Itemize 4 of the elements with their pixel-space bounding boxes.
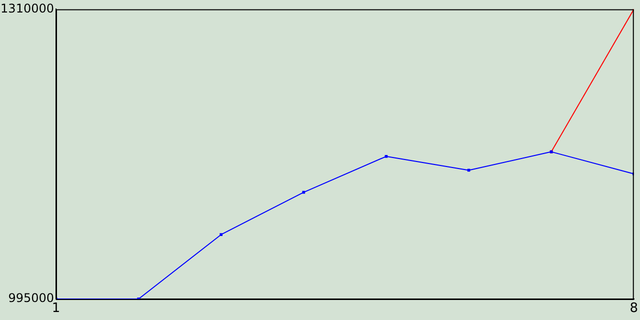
- y-tick-label: 995000: [8, 291, 54, 306]
- x-tick-label: 1: [52, 301, 60, 316]
- y-tick-label: 1310000: [0, 1, 54, 16]
- x-tick-label: 8: [630, 301, 638, 316]
